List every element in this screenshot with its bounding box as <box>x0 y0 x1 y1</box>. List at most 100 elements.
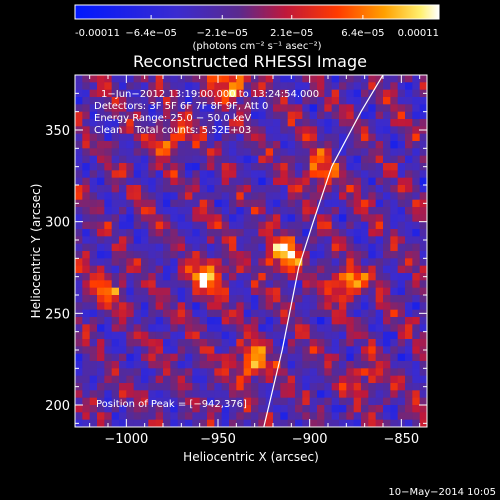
heatmap-cell <box>280 302 289 311</box>
heatmap-cell <box>280 390 289 399</box>
heatmap-cell <box>390 148 399 157</box>
heatmap-cell <box>324 82 333 91</box>
heatmap-cell <box>133 236 142 245</box>
heatmap-cell <box>82 207 91 215</box>
heatmap-cell <box>148 214 157 223</box>
heatmap-cell <box>383 243 391 252</box>
heatmap-cell <box>97 302 105 311</box>
heatmap-cell <box>163 148 171 157</box>
heatmap-cell <box>148 324 157 333</box>
heatmap-cell <box>199 243 208 252</box>
heatmap-cell <box>295 375 303 384</box>
heatmap-cell <box>368 273 377 281</box>
heatmap-cell <box>243 170 252 179</box>
heatmap-cell <box>309 390 318 399</box>
heatmap-cell <box>119 89 127 98</box>
heatmap-cell <box>170 280 179 289</box>
heatmap-cell <box>317 104 325 113</box>
heatmap-cell <box>119 177 127 186</box>
heatmap-cell <box>258 185 267 193</box>
heatmap-cell <box>287 302 296 311</box>
heatmap-cell <box>199 236 208 245</box>
heatmap-cell <box>383 236 391 245</box>
heatmap-cell <box>295 405 303 413</box>
heatmap-cell <box>317 177 325 186</box>
heatmap-cell <box>243 141 252 149</box>
heatmap-cell <box>331 375 340 384</box>
heatmap-cell <box>192 126 201 135</box>
heatmap-cell <box>82 229 91 237</box>
heatmap-cell <box>236 317 245 325</box>
heatmap-cell <box>141 207 149 215</box>
heatmap-cell <box>155 199 164 208</box>
heatmap-cell <box>405 302 413 311</box>
y-tick-label: 200 <box>45 399 70 414</box>
heatmap-cell <box>295 287 303 296</box>
heatmap-cell <box>177 339 186 347</box>
heatmap-cell <box>258 339 267 347</box>
heatmap-cell <box>324 397 333 406</box>
heatmap-cell <box>295 339 303 347</box>
heatmap-cell <box>397 258 406 267</box>
heatmap-cell <box>243 361 252 369</box>
heatmap-cell <box>390 236 399 245</box>
heatmap-cell <box>287 82 296 91</box>
heatmap-cell <box>251 265 259 274</box>
heatmap-cell <box>199 317 208 325</box>
heatmap-cell <box>207 97 215 105</box>
heatmap-cell <box>339 170 347 179</box>
heatmap-cell <box>243 280 252 289</box>
heatmap-cell <box>243 199 252 208</box>
heatmap-cell <box>346 75 355 83</box>
heatmap-cell <box>104 331 113 340</box>
heatmap-cell <box>324 119 333 127</box>
heatmap-cell <box>375 251 384 259</box>
heatmap-cell <box>82 368 91 377</box>
heatmap-cell <box>331 192 340 201</box>
peak-position-label: Position of Peak = [−942,376] <box>96 399 247 410</box>
heatmap-cell <box>317 265 325 274</box>
heatmap-cell <box>229 265 237 274</box>
heatmap-cell <box>339 89 347 98</box>
heatmap-cell <box>324 236 333 245</box>
heatmap-cell <box>331 141 340 149</box>
heatmap-cell <box>412 111 421 120</box>
heatmap-cell <box>265 236 274 245</box>
heatmap-cell <box>419 111 427 120</box>
heatmap-cell <box>199 141 208 149</box>
heatmap-cell <box>221 331 230 340</box>
heatmap-cell <box>412 331 421 340</box>
heatmap-cell <box>397 192 406 201</box>
heatmap-cell <box>331 229 340 237</box>
heatmap-cell <box>75 302 83 311</box>
heatmap-cell <box>346 82 355 91</box>
heatmap-cell <box>390 155 399 164</box>
heatmap-cell <box>273 221 281 230</box>
heatmap-cell <box>353 243 362 252</box>
heatmap-cell <box>295 192 303 201</box>
heatmap-cell <box>368 192 377 201</box>
heatmap-cell <box>141 192 149 201</box>
heatmap-cell <box>89 339 98 347</box>
heatmap-cell <box>75 141 83 149</box>
heatmap-cell <box>170 148 179 157</box>
heatmap-cell <box>163 163 171 171</box>
heatmap-cell <box>243 104 252 113</box>
heatmap-cell <box>148 236 157 245</box>
heatmap-cell <box>383 104 391 113</box>
colorbar-frame <box>74 4 440 20</box>
heatmap-cell <box>221 236 230 245</box>
heatmap-cell <box>353 177 362 186</box>
heatmap-cell <box>185 141 193 149</box>
heatmap-cell <box>236 309 245 318</box>
heatmap-cell <box>185 280 193 289</box>
heatmap-cell <box>133 207 142 215</box>
heatmap-cell <box>192 331 201 340</box>
heatmap-cell <box>133 185 142 193</box>
heatmap-cell <box>185 75 193 83</box>
heatmap-cell <box>309 89 318 98</box>
heatmap-cell <box>185 207 193 215</box>
heatmap-cell <box>229 111 237 120</box>
heatmap-cell <box>353 97 362 105</box>
heatmap-cell <box>82 339 91 347</box>
